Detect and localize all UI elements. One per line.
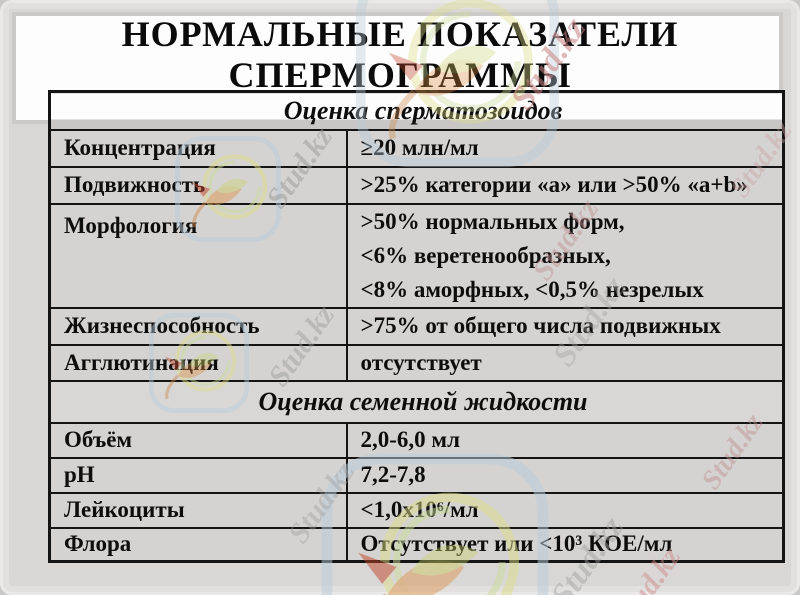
value-cell: >75% от общего числа подвижных <box>345 306 785 346</box>
value-cell: отсутствует <box>345 343 785 382</box>
section-row-sperm: Оценка сперматозоидов <box>48 90 785 131</box>
title-line-1: НОРМАЛЬНЫЕ ПОКАЗАТЕЛИ <box>121 14 679 54</box>
value-line: <8% аморфных, <0,5% незрелых <box>360 276 704 302</box>
label-cell: Лейкоциты <box>48 491 348 529</box>
row-agglutination: Агглютинация отсутствует <box>48 343 785 382</box>
label-cell: Концентрация <box>48 128 348 168</box>
label-cell: Агглютинация <box>48 343 348 382</box>
row-volume: Объём 2,0-6,0 мл <box>48 421 785 459</box>
label-cell: Флора <box>48 526 348 563</box>
value-cell: >50% нормальных форм, <6% веретенообразн… <box>345 202 785 309</box>
label-cell: Жизнеспособность <box>48 306 348 346</box>
value-cell: 7,2-7,8 <box>345 456 785 494</box>
value-cell: <1,0x10⁶/мл <box>345 491 785 529</box>
label-cell: Подвижность <box>48 165 348 205</box>
row-concentration: Концентрация ≥20 млн/мл <box>48 128 785 168</box>
value-cell: Отсутствует или <10³ КОЕ/мл <box>345 526 785 563</box>
value-cell: >25% категории «a» или >50% «a+b» <box>345 165 785 205</box>
value-line: <6% веретенообразных, <box>360 242 611 268</box>
section-header-fluid: Оценка семенной жидкости <box>48 379 785 424</box>
spermogram-table: Оценка сперматозоидов Концентрация ≥20 м… <box>48 90 785 563</box>
row-motility: Подвижность >25% категории «a» или >50% … <box>48 165 785 205</box>
label-cell: Морфология <box>48 202 348 309</box>
section-row-fluid: Оценка семенной жидкости <box>48 379 785 424</box>
label-cell: pH <box>48 456 348 494</box>
value-cell: 2,0-6,0 мл <box>345 421 785 459</box>
page-title: НОРМАЛЬНЫЕ ПОКАЗАТЕЛИ СПЕРМОГРАММЫ <box>0 14 800 96</box>
row-leukocytes: Лейкоциты <1,0x10⁶/мл <box>48 491 785 529</box>
section-header-sperm: Оценка сперматозоидов <box>48 90 785 131</box>
value-line: >50% нормальных форм, <box>360 208 625 234</box>
row-viability: Жизнеспособность >75% от общего числа по… <box>48 306 785 346</box>
row-flora: Флора Отсутствует или <10³ КОЕ/мл <box>48 526 785 563</box>
row-ph: pH 7,2-7,8 <box>48 456 785 494</box>
label-cell: Объём <box>48 421 348 459</box>
value-cell: ≥20 млн/мл <box>345 128 785 168</box>
row-morphology: Морфология >50% нормальных форм, <6% вер… <box>48 202 785 309</box>
